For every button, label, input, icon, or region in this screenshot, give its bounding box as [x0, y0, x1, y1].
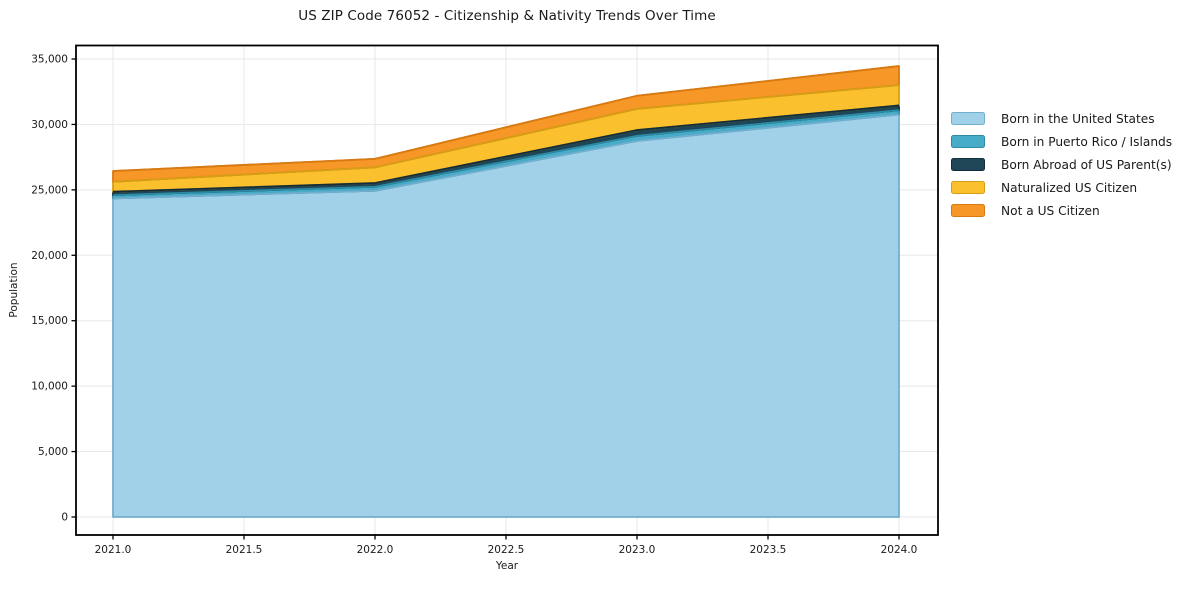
- legend-label: Born in the United States: [1001, 111, 1155, 126]
- y-tick-label: 35,000: [31, 54, 68, 66]
- edge-not-a-us-citizen: [112, 65, 900, 172]
- legend-swatch: [951, 135, 985, 148]
- x-tick-label: 2023.5: [750, 544, 787, 556]
- legend-label: Born Abroad of US Parent(s): [1001, 157, 1172, 172]
- edge-born-abroad-of-us-parent-s: [112, 104, 900, 193]
- axes-spines: [75, 44, 939, 536]
- legend: Born in the United States Born in Puerto …: [951, 107, 1172, 222]
- legend-item-not-a-us-citizen: Not a US Citizen: [951, 199, 1172, 222]
- x-tick-label: 2022.0: [357, 544, 394, 556]
- y-tick-label: 0: [61, 512, 68, 524]
- x-tick-label: 2021.5: [226, 544, 263, 556]
- y-axis-title: Population: [8, 262, 20, 318]
- y-tick-label: 30,000: [31, 119, 68, 131]
- edge-born-in-puerto-rico-islands: [112, 109, 900, 196]
- legend-swatch: [951, 112, 985, 125]
- y-tick-label: 15,000: [31, 315, 68, 327]
- edge-naturalized-us-citizen: [112, 84, 900, 183]
- x-tick-label: 2022.5: [488, 544, 525, 556]
- legend-swatch: [951, 181, 985, 194]
- y-tick-label: 10,000: [31, 381, 68, 393]
- x-tick-label: 2023.0: [619, 544, 656, 556]
- y-tick-label: 5,000: [38, 446, 68, 458]
- legend-swatch: [951, 204, 985, 217]
- x-axis-title: Year: [495, 560, 519, 572]
- edge-born-in-the-united-states: [112, 113, 900, 200]
- y-tick-label: 25,000: [31, 184, 68, 196]
- legend-item-born-in-puerto-rico-islands: Born in Puerto Rico / Islands: [951, 130, 1172, 153]
- chart-title: US ZIP Code 76052 - Citizenship & Nativi…: [298, 8, 716, 24]
- legend-swatch: [951, 158, 985, 171]
- legend-label: Naturalized US Citizen: [1001, 180, 1138, 195]
- x-tick-label: 2024.0: [881, 544, 918, 556]
- legend-label: Not a US Citizen: [1001, 203, 1100, 218]
- legend-item-born-abroad-of-us-parent-s: Born Abroad of US Parent(s): [951, 153, 1172, 176]
- legend-item-born-in-the-united-states: Born in the United States: [951, 107, 1172, 130]
- x-tick-label: 2021.0: [95, 544, 132, 556]
- legend-item-naturalized-us-citizen: Naturalized US Citizen: [951, 176, 1172, 199]
- y-tick-label: 20,000: [31, 250, 68, 262]
- legend-label: Born in Puerto Rico / Islands: [1001, 134, 1173, 149]
